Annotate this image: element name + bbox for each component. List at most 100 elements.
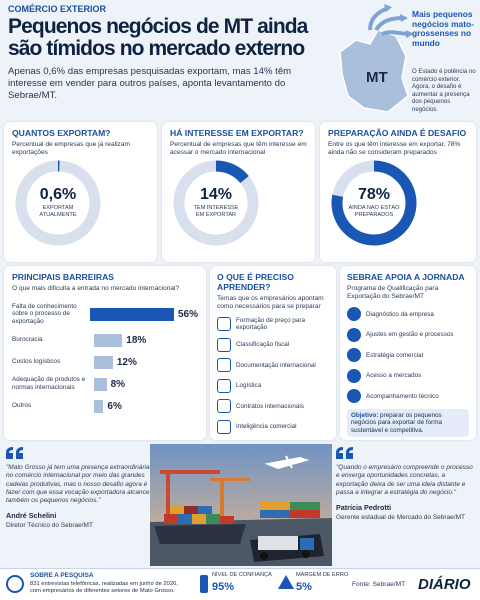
quote-role: Gerente estadual de Mercado do Sebrae/MT (336, 514, 465, 522)
confidence-value: 95% (212, 581, 235, 593)
bar (94, 377, 107, 391)
step-list: Diagnóstico da empresa Ajustes em gestão … (347, 304, 469, 407)
side-text: O Estado é potência no comércio exterior… (412, 68, 476, 113)
donut-card: HÁ INTERESSE EM EXPORTAR? Percentual de e… (162, 122, 315, 262)
list-item: Acompanhamento técnico (347, 386, 469, 407)
search-icon (6, 575, 24, 593)
quote-text: "Mato Grosso já tem uma presença extraor… (6, 464, 150, 505)
donut-value: 0,6% (40, 186, 76, 203)
quote-glyph (336, 447, 353, 459)
item-text: Contratos internacionais (236, 402, 304, 410)
donut-chart: 0,6% EXPORTAM ATUALMENTE (15, 160, 101, 246)
item-text: Diagnóstico da empresa (366, 310, 434, 318)
donut-arc (15, 160, 101, 246)
donut-value: 14% (200, 186, 232, 203)
bar (90, 307, 174, 321)
port-photo (150, 444, 332, 566)
chart-icon (200, 575, 208, 593)
brand: DIÁRIO (418, 576, 471, 593)
side-title: Mais pequenos negócios mato-grossenses n… (412, 9, 474, 48)
section-description: O que mais dificulta a entrada no mercad… (12, 285, 180, 292)
quote-block: "Mato Grosso já tem uma presença extraor… (6, 446, 150, 529)
donut-card: PREPARAÇÃO AINDA É DESAFIO Entre os que t… (320, 122, 476, 262)
donut-caption-box: EXPORTAM ATUALMENTE (39, 205, 77, 218)
bar-value: 12% (116, 356, 137, 368)
footer: SOBRE A PESQUISA 831 entrevistas telefôn… (0, 568, 480, 600)
bar-label: Custos logísticos (12, 358, 61, 366)
icon (347, 389, 361, 404)
list-item: Ajustes em gestão e processos (347, 325, 469, 346)
item-text: Documentação internacional (236, 361, 316, 369)
donut-card: QUANTOS EXPORTAM? Percentual de empresas … (4, 122, 157, 262)
section-description: Percentual de empresas que têm interesse… (170, 141, 307, 156)
quote-glyph (6, 447, 23, 459)
icon (347, 307, 361, 322)
icon (347, 348, 361, 363)
donut-caption: TÊM INTERESSE EM EXPORTAR (193, 205, 239, 218)
item-text: Formação de preço para exportação (236, 316, 305, 332)
list-item: Formação de preço para exportação (217, 314, 329, 335)
bar-label: Adequação de produtos e normas internaci… (12, 376, 86, 391)
map-label: MT (366, 69, 388, 86)
list-item: Logística (217, 376, 329, 397)
icon (217, 337, 231, 352)
margin-icon (278, 575, 294, 589)
bar-label: Outros (12, 402, 32, 410)
headline: Pequenos negócios de MT ainda são tímido… (8, 15, 308, 60)
bar (94, 355, 113, 369)
bar-row: Burocracia 18% (12, 329, 198, 351)
bar-list: Falta de conhecimento sobre o processo d… (12, 299, 198, 417)
lead: Apenas 0,6% das empresas pesquisadas exp… (8, 66, 292, 101)
item-text: Ajustes em gestão e processos (366, 331, 454, 339)
donut-value: 78% (358, 186, 390, 203)
objective-box: Objetivo: preparar os pequenos negócios … (347, 408, 469, 438)
list-item: Diagnóstico da empresa (347, 304, 469, 325)
list-item: Contratos internacionais (217, 396, 329, 417)
map-graphic: MT (339, 4, 414, 113)
quote-name: Patrícia Pedrotti (336, 503, 392, 513)
section-title: QUANTOS EXPORTAM? (12, 128, 111, 138)
icon (347, 368, 361, 383)
bar-label: Burocracia (12, 336, 43, 344)
donut-caption: EXPORTAM ATUALMENTE (39, 205, 77, 218)
item-text: Classificação fiscal (236, 341, 290, 349)
donut-caption-box: AINDA NÃO ESTÃO PREPARADOS (349, 205, 400, 218)
barriers-card: PRINCIPAIS BARREIRAS O que mais dificult… (4, 266, 206, 440)
section-description: Entre os que têm interesse em exportar, … (328, 141, 461, 156)
margin-label: MARGEM DE ERRO (296, 572, 349, 578)
quote-name: André Schelini (6, 511, 57, 521)
list-item: Documentação internacional (217, 355, 329, 376)
containers (164, 502, 320, 524)
list-item: Inteligência comercial (217, 417, 329, 438)
source: Fonte: Sebrae/MT (352, 581, 406, 588)
item-text: Estratégia comercial (366, 351, 424, 359)
quote-mark (336, 447, 353, 459)
survey-text: 831 entrevistas telefônicas, realizadas … (30, 581, 178, 594)
donut-arc (331, 160, 417, 246)
bar (94, 399, 104, 413)
section-title: SEBRAE APOIA A JORNADA (347, 272, 465, 282)
learn-card: O QUE É PRECISO APRENDER? Temas que os e… (210, 266, 336, 440)
section-title: PREPARAÇÃO AINDA É DESAFIO (328, 128, 467, 138)
bar-row: Outros 6% (12, 395, 198, 417)
topic-list: Formação de preço para exportação Classif… (217, 314, 329, 437)
bar-value: 18% (126, 334, 147, 346)
quote-text: "Quando o empresário compreende o proces… (336, 464, 473, 496)
section-description: Percentual de empresas que já realizam e… (12, 141, 131, 156)
bar-value: 56% (177, 308, 198, 320)
donut-chart: 78% AINDA NÃO ESTÃO PREPARADOS (331, 160, 417, 246)
confidence-label: NÍVEL DE CONFIANÇA (212, 572, 272, 578)
donut-chart: 14% TÊM INTERESSE EM EXPORTAR (173, 160, 259, 246)
list-item: Acesso a mercados (347, 366, 469, 387)
list-item: Classificação fiscal (217, 335, 329, 356)
icon (217, 317, 231, 332)
sebrae-card: SEBRAE APOIA A JORNADA Programa de Quali… (340, 266, 476, 440)
section-title: O QUE É PRECISO APRENDER? (217, 272, 294, 292)
item-text: Acesso a mercados (366, 372, 422, 380)
icon (217, 399, 231, 414)
margin-value: 5% (296, 581, 312, 593)
bar (94, 333, 123, 347)
objective-label: Objetivo: (351, 411, 379, 419)
section-title: HÁ INTERESSE EM EXPORTAR? (170, 128, 304, 138)
